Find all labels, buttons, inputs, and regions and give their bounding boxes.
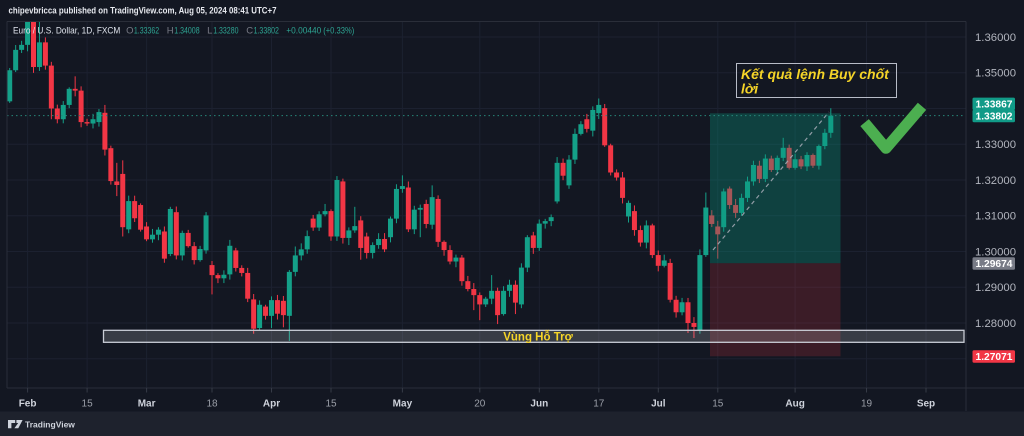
svg-text:1.28000: 1.28000 xyxy=(975,318,1016,330)
svg-text:1.30000: 1.30000 xyxy=(975,246,1016,258)
svg-text:1.31000: 1.31000 xyxy=(975,211,1016,223)
svg-text:TradingView: TradingView xyxy=(25,420,75,430)
svg-text:1.33802: 1.33802 xyxy=(976,111,1013,123)
svg-text:Jun: Jun xyxy=(530,399,548,410)
svg-text:17: 17 xyxy=(593,399,605,410)
svg-text:1.33000: 1.33000 xyxy=(975,139,1016,151)
svg-text:1.35000: 1.35000 xyxy=(975,68,1016,80)
svg-text:O: O xyxy=(126,26,133,37)
svg-text:20: 20 xyxy=(474,399,486,410)
svg-text:1.27071: 1.27071 xyxy=(976,351,1013,363)
svg-text:Feb: Feb xyxy=(19,399,37,410)
svg-text:Jul: Jul xyxy=(651,399,666,410)
svg-text:1.33280: 1.33280 xyxy=(213,26,238,37)
svg-text:18: 18 xyxy=(206,399,218,410)
svg-text:1.32000: 1.32000 xyxy=(975,175,1016,187)
svg-text:(+0.33%): (+0.33%) xyxy=(323,26,354,37)
svg-text:1.29000: 1.29000 xyxy=(975,282,1016,294)
svg-text:1.33362: 1.33362 xyxy=(134,26,159,37)
svg-text:1.33802: 1.33802 xyxy=(254,26,279,37)
svg-text:1.36000: 1.36000 xyxy=(975,32,1016,44)
svg-text:Kết quả lệnh Buy chốt: Kết quả lệnh Buy chốt xyxy=(741,66,890,82)
svg-text:H: H xyxy=(167,26,174,37)
svg-text:chipevbricca published on Trad: chipevbricca published on TradingView.co… xyxy=(9,6,277,17)
svg-text:C: C xyxy=(246,26,253,37)
svg-text:Sep: Sep xyxy=(917,399,935,410)
svg-text:1.34008: 1.34008 xyxy=(174,26,199,37)
svg-text:1.29674: 1.29674 xyxy=(976,258,1013,270)
svg-text:May: May xyxy=(393,399,413,410)
svg-text:15: 15 xyxy=(325,399,337,410)
svg-text:L: L xyxy=(207,26,212,37)
svg-text:1.33867: 1.33867 xyxy=(976,98,1013,110)
svg-text:Aug: Aug xyxy=(785,399,804,410)
svg-text:lời: lời xyxy=(741,81,759,97)
svg-text:Euro / U.S. Dollar, 1D, FXCM: Euro / U.S. Dollar, 1D, FXCM xyxy=(13,26,120,37)
svg-text:15: 15 xyxy=(82,399,94,410)
svg-text:+0.00440: +0.00440 xyxy=(286,26,321,37)
svg-text:19: 19 xyxy=(861,399,873,410)
svg-text:Apr: Apr xyxy=(263,399,280,410)
svg-text:Mar: Mar xyxy=(138,399,156,410)
svg-text:Vùng Hỗ Trợ: Vùng Hỗ Trợ xyxy=(503,331,573,344)
svg-text:15: 15 xyxy=(712,399,724,410)
